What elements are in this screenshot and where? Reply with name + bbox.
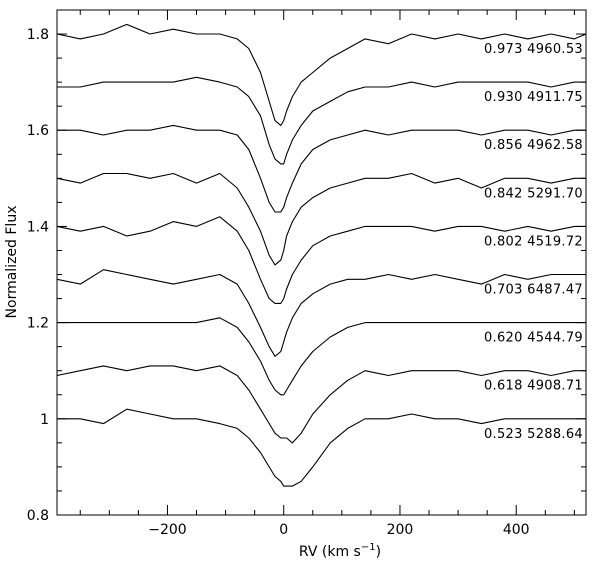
spectrum-label-5: 0.802 4519.72 [484,234,583,249]
y-tick-label-5: 1.6 [27,123,49,139]
spectrum-line-9 [57,408,586,487]
spectrum-line-6 [56,269,586,357]
spectrum-label-8: 0.618 4908.71 [484,379,583,394]
spectrum-line-8 [56,365,586,444]
plot-frame [56,9,587,516]
spectrum-label-1: 0.973 4960.53 [484,42,583,57]
series-label-layer: 0.973 4960.53 0.930 4911.75 0.856 4962.58 0… [484,42,583,442]
spectrum-label-4: 0.842 5291.70 [484,186,583,201]
y-axis-title: Normalized Flux [4,206,20,319]
tick-layer: −200 0 200 400 0.8 1 1.2 1.4 1.6 1.8 [27,9,586,538]
y-tick-label-2: 1 [40,412,49,428]
y-tick-label-3: 1.2 [27,316,49,332]
spectrum-label-9: 0.523 5288.64 [484,427,583,442]
spectrum-line-5 [56,216,586,304]
x-axis-title-sup: −1 [361,542,376,553]
x-axis-title-close: ) [376,544,381,560]
spectrum-label-6: 0.703 6487.47 [484,283,583,298]
x-tick-label-4: 400 [503,522,530,538]
series-layer [56,23,587,487]
x-tick-label-2: 0 [279,522,288,538]
y-tick-label-1: 0.8 [27,508,49,524]
spectrum-line-2 [57,76,586,165]
x-tick-label-1: −200 [148,522,186,538]
spectrum-label-3: 0.856 4962.58 [484,138,583,153]
spectrum-line-1 [56,23,587,126]
y-tick-label-4: 1.4 [27,219,49,235]
spectrum-line-4 [56,172,586,266]
y-tick-label-6: 1.8 [27,27,49,43]
x-axis-title: RV (km s−1) [299,542,381,560]
spectrum-label-7: 0.620 4544.79 [484,331,583,346]
spectrum-line-3 [57,124,586,213]
spectrum-line-7 [57,317,586,396]
x-tick-label-3: 200 [387,522,414,538]
x-axis-title-main: RV (km s [299,544,361,560]
spectrum-label-2: 0.930 4911.75 [484,90,583,105]
